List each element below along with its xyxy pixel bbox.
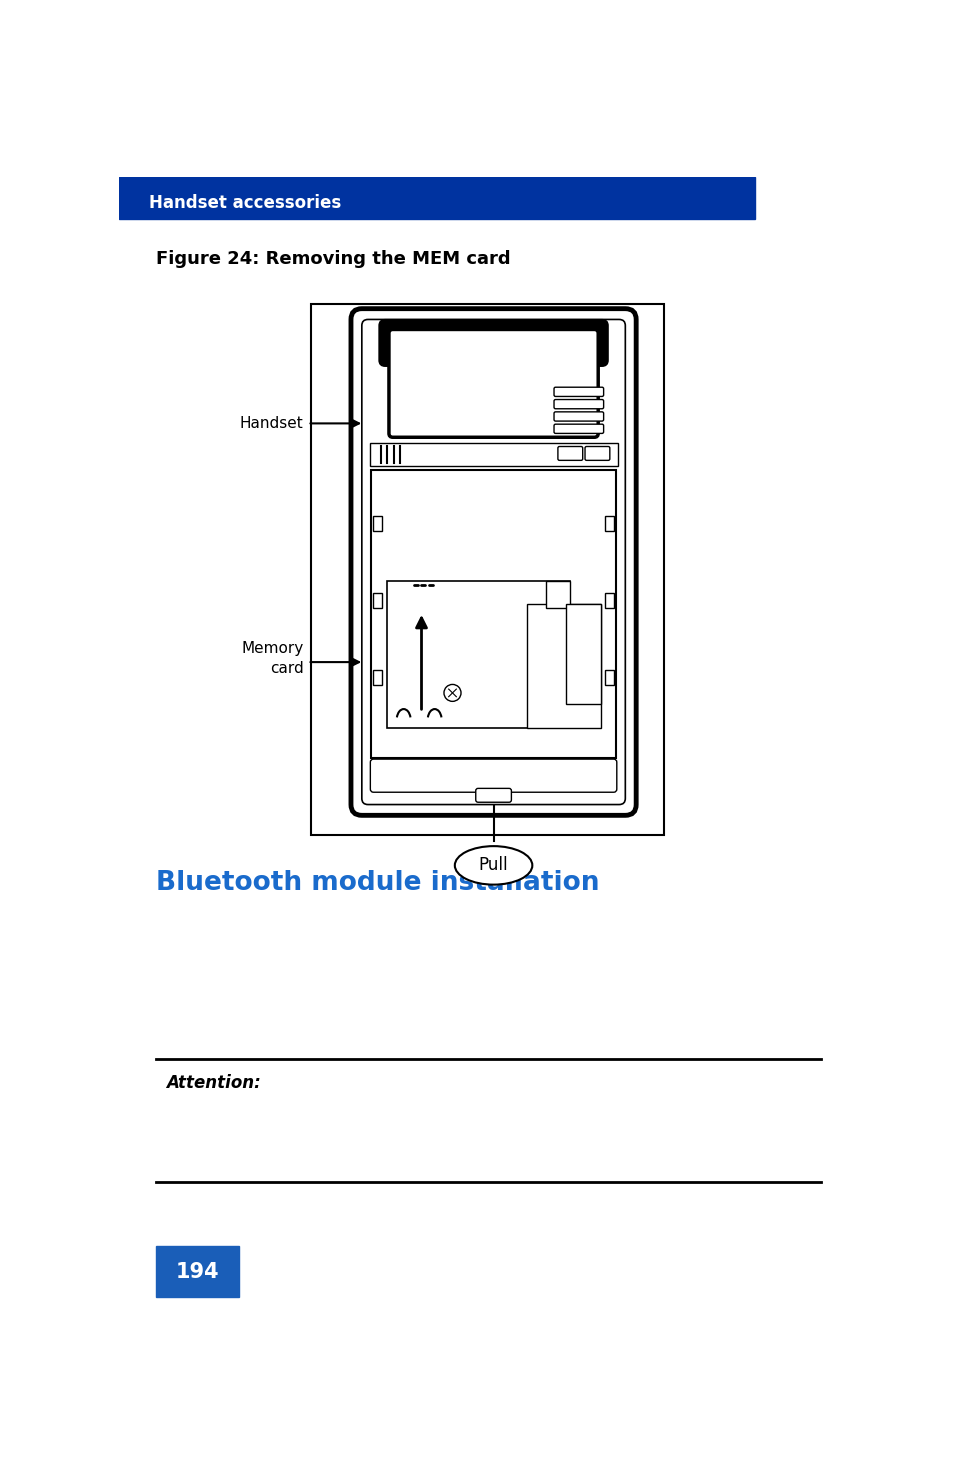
- Bar: [604, 516, 614, 531]
- Bar: [369, 442, 617, 466]
- Bar: [565, 605, 599, 705]
- Circle shape: [443, 684, 460, 702]
- FancyBboxPatch shape: [476, 788, 511, 802]
- Bar: [386, 581, 569, 727]
- Text: Handset accessories: Handset accessories: [149, 195, 340, 212]
- Bar: [373, 670, 381, 686]
- FancyBboxPatch shape: [554, 412, 603, 420]
- Bar: [604, 670, 614, 686]
- Ellipse shape: [455, 847, 532, 885]
- Bar: [546, 581, 569, 608]
- Bar: [604, 593, 614, 608]
- FancyBboxPatch shape: [389, 329, 598, 437]
- FancyBboxPatch shape: [370, 760, 617, 792]
- Bar: [373, 593, 381, 608]
- Text: Handset: Handset: [240, 416, 303, 431]
- Text: 194: 194: [175, 1261, 219, 1282]
- Bar: [155, 1246, 239, 1298]
- Bar: [119, 177, 754, 220]
- FancyBboxPatch shape: [351, 308, 636, 816]
- Text: Figure 24: Removing the MEM card: Figure 24: Removing the MEM card: [155, 251, 510, 268]
- Bar: [311, 304, 663, 835]
- FancyBboxPatch shape: [554, 425, 603, 434]
- Text: Bluetooth module installation: Bluetooth module installation: [155, 870, 598, 895]
- Text: Pull: Pull: [478, 857, 508, 875]
- Bar: [526, 605, 599, 727]
- FancyBboxPatch shape: [584, 447, 609, 460]
- FancyBboxPatch shape: [380, 322, 606, 364]
- FancyBboxPatch shape: [558, 447, 582, 460]
- FancyBboxPatch shape: [554, 388, 603, 397]
- Bar: [373, 516, 381, 531]
- FancyBboxPatch shape: [361, 320, 624, 804]
- FancyBboxPatch shape: [554, 400, 603, 409]
- Text: Attention:: Attention:: [166, 1074, 260, 1092]
- Text: Memory
card: Memory card: [241, 640, 303, 676]
- Bar: [371, 469, 616, 758]
